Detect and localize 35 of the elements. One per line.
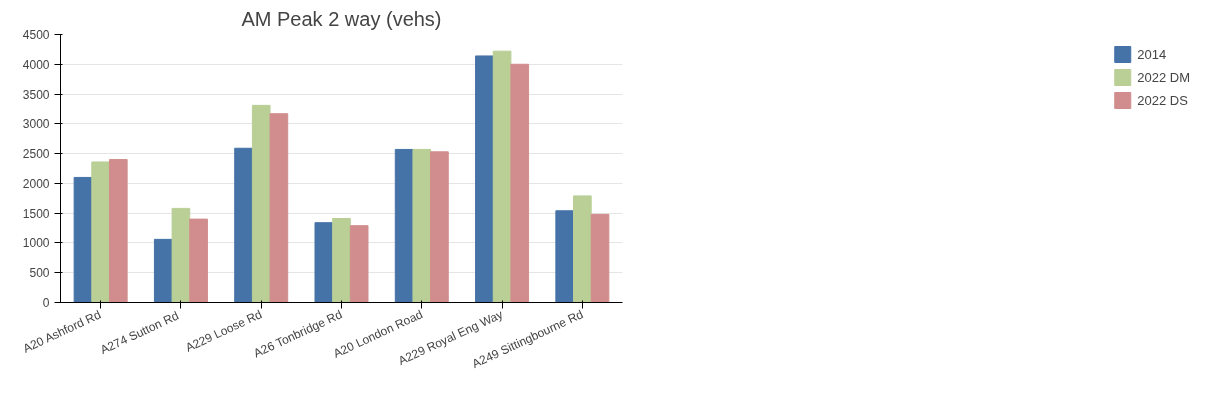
- bar: [171, 207, 191, 303]
- bar: [349, 225, 369, 303]
- y-tick-label: 3000: [22, 117, 50, 132]
- bar: [430, 151, 449, 303]
- bar: [492, 50, 512, 303]
- bar: [510, 63, 530, 303]
- y-tick-label: 3500: [22, 87, 50, 102]
- y-tick-label: 4000: [22, 57, 50, 72]
- legend-label: 2022 DS: [1137, 92, 1188, 108]
- y-tick-label: 500: [29, 266, 50, 281]
- legend-label: 2014: [1137, 46, 1167, 62]
- bar: [332, 218, 351, 303]
- bar: [91, 161, 110, 303]
- bar: [251, 104, 271, 303]
- y-tick-label: 1000: [22, 236, 50, 251]
- bar: [234, 147, 253, 303]
- bar: [394, 148, 414, 303]
- bar: [573, 195, 592, 303]
- bar: [153, 238, 173, 303]
- y-tick-label: 0: [42, 296, 50, 310]
- legend-label: 2022 DM: [1137, 69, 1190, 85]
- bar: [269, 113, 289, 303]
- y-tick-label: 2000: [22, 176, 50, 191]
- bar: [73, 176, 93, 303]
- bar: [314, 222, 334, 303]
- bar: [189, 218, 208, 303]
- bar: [475, 55, 494, 303]
- y-tick-label: 2500: [22, 147, 50, 162]
- bar: [590, 213, 610, 303]
- y-tick-label: 1500: [22, 206, 50, 221]
- bar: [108, 159, 128, 303]
- bar: [555, 210, 575, 303]
- chart-title: AM Peak 2 way (vehs): [241, 7, 442, 30]
- y-tick-label: 4500: [22, 28, 50, 42]
- bar: [412, 148, 432, 303]
